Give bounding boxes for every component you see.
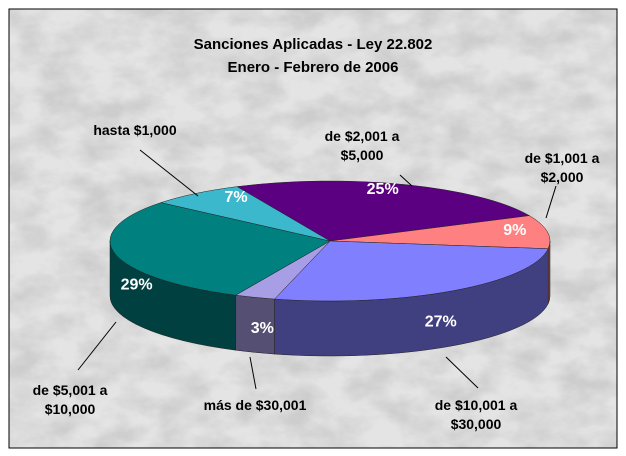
category-label: hasta $1,000 [93,121,177,138]
data-label: 3% [251,320,274,337]
slice [236,180,531,242]
data-label: 25% [367,181,399,198]
leader-line [545,185,557,219]
slice [329,215,551,249]
leader-line [77,321,117,371]
slice [109,202,331,296]
slice [160,186,331,242]
category-label: de $5,001 a $10,000 [32,382,108,417]
slice [273,240,549,302]
chart-subtitle: Enero - Febrero de 2006 [228,59,399,76]
category-label: de $1,001 a $2,000 [524,150,600,185]
data-label: 7% [224,189,247,206]
chart-title: Sanciones Aplicadas - Ley 22.802 [194,36,433,53]
category-label: más de $30,001 [203,397,307,413]
category-label: de $10,001 a $30,000 [434,397,518,432]
leader-line [139,149,199,197]
leader-line [399,174,413,187]
leader-line [249,356,257,390]
category-label: de $2,001 a $5,000 [324,128,400,163]
chart-border [8,8,618,449]
slice-side [547,240,551,304]
data-label: 27% [425,313,457,330]
leader-line [445,356,479,389]
data-label: 29% [121,277,153,294]
data-label: 9% [503,222,526,239]
